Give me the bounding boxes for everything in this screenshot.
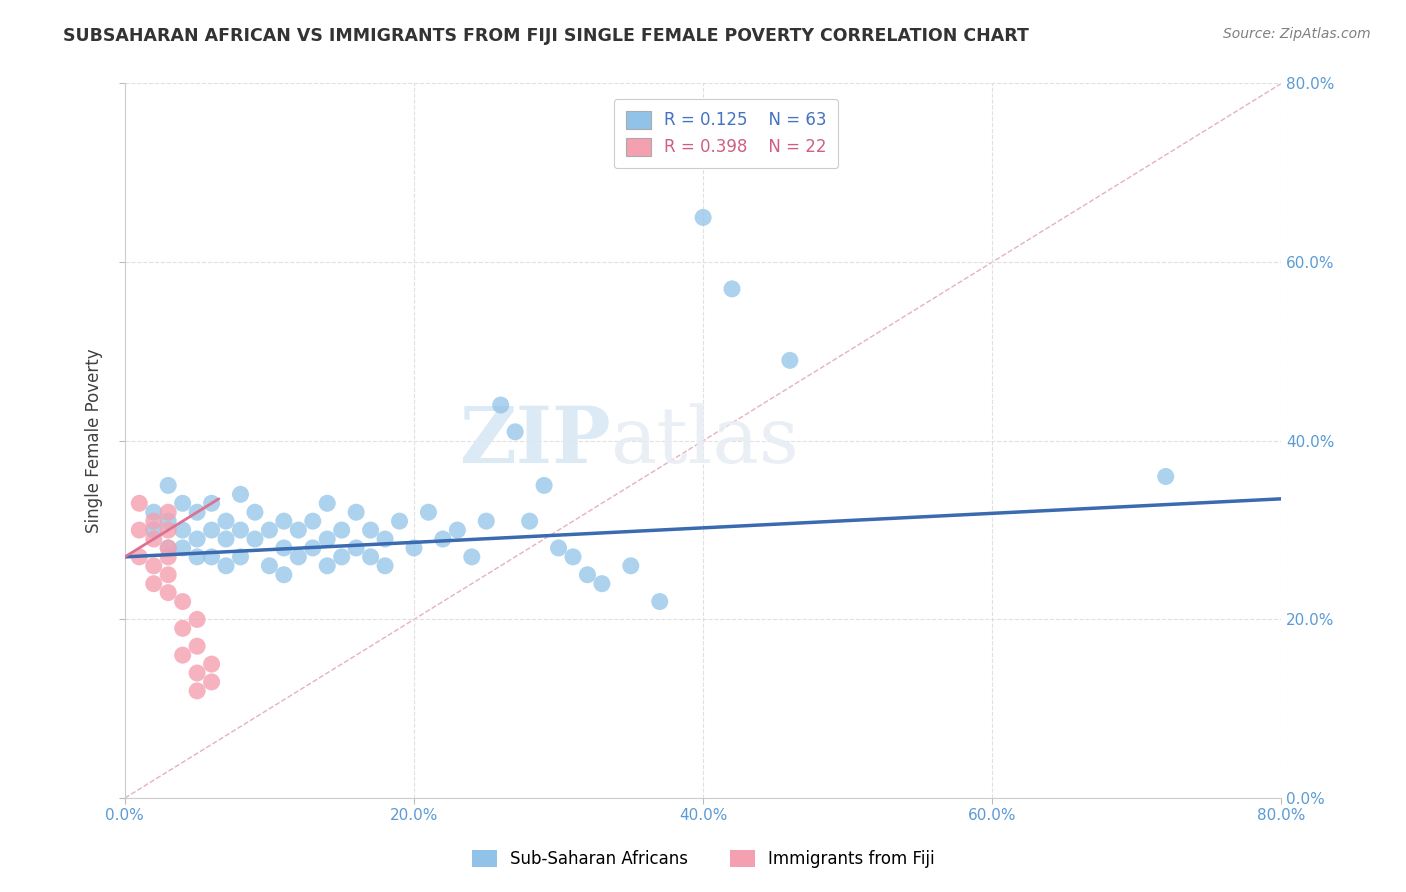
Point bbox=[273, 567, 295, 582]
Point bbox=[200, 496, 222, 510]
Point bbox=[489, 398, 512, 412]
Point bbox=[243, 532, 266, 546]
Point bbox=[186, 665, 208, 680]
Point bbox=[215, 532, 238, 546]
Legend: R = 0.125    N = 63, R = 0.398    N = 22: R = 0.125 N = 63, R = 0.398 N = 22 bbox=[614, 99, 838, 168]
Point bbox=[186, 505, 208, 519]
Point bbox=[779, 353, 801, 368]
Point bbox=[157, 478, 180, 492]
Legend: Sub-Saharan Africans, Immigrants from Fiji: Sub-Saharan Africans, Immigrants from Fi… bbox=[465, 843, 941, 875]
Point bbox=[432, 532, 454, 546]
Point bbox=[172, 648, 194, 662]
Point bbox=[287, 523, 309, 537]
Point bbox=[301, 541, 323, 555]
Point bbox=[721, 282, 744, 296]
Point bbox=[142, 505, 165, 519]
Point bbox=[157, 514, 180, 528]
Point bbox=[157, 523, 180, 537]
Point bbox=[215, 514, 238, 528]
Point bbox=[229, 487, 252, 501]
Point bbox=[547, 541, 569, 555]
Point bbox=[157, 505, 180, 519]
Point bbox=[360, 549, 382, 564]
Point bbox=[172, 496, 194, 510]
Point bbox=[157, 567, 180, 582]
Text: Source: ZipAtlas.com: Source: ZipAtlas.com bbox=[1223, 27, 1371, 41]
Text: ZIP: ZIP bbox=[458, 403, 610, 479]
Point bbox=[475, 514, 498, 528]
Point bbox=[287, 549, 309, 564]
Point bbox=[157, 541, 180, 555]
Point bbox=[316, 496, 339, 510]
Point bbox=[503, 425, 526, 439]
Point bbox=[374, 558, 396, 573]
Point bbox=[446, 523, 468, 537]
Point bbox=[273, 541, 295, 555]
Point bbox=[142, 532, 165, 546]
Point bbox=[259, 523, 281, 537]
Point bbox=[330, 523, 353, 537]
Point bbox=[418, 505, 440, 519]
Point bbox=[301, 514, 323, 528]
Point bbox=[388, 514, 411, 528]
Point bbox=[648, 594, 671, 608]
Point bbox=[200, 657, 222, 671]
Point bbox=[142, 514, 165, 528]
Point bbox=[172, 541, 194, 555]
Point bbox=[461, 549, 484, 564]
Point bbox=[344, 505, 367, 519]
Point bbox=[172, 621, 194, 635]
Point bbox=[186, 684, 208, 698]
Point bbox=[243, 505, 266, 519]
Point bbox=[186, 612, 208, 626]
Point bbox=[157, 549, 180, 564]
Point bbox=[172, 594, 194, 608]
Point bbox=[360, 523, 382, 537]
Point bbox=[533, 478, 555, 492]
Point bbox=[1154, 469, 1177, 483]
Point bbox=[142, 558, 165, 573]
Point bbox=[200, 523, 222, 537]
Point bbox=[186, 639, 208, 653]
Point bbox=[330, 549, 353, 564]
Y-axis label: Single Female Poverty: Single Female Poverty bbox=[86, 349, 103, 533]
Point bbox=[402, 541, 425, 555]
Point bbox=[316, 558, 339, 573]
Text: atlas: atlas bbox=[610, 403, 800, 479]
Point bbox=[591, 576, 613, 591]
Point bbox=[229, 549, 252, 564]
Point bbox=[172, 523, 194, 537]
Point bbox=[576, 567, 599, 582]
Point bbox=[186, 532, 208, 546]
Point bbox=[200, 549, 222, 564]
Point bbox=[142, 523, 165, 537]
Point bbox=[186, 549, 208, 564]
Point bbox=[215, 558, 238, 573]
Point bbox=[259, 558, 281, 573]
Point bbox=[519, 514, 541, 528]
Text: SUBSAHARAN AFRICAN VS IMMIGRANTS FROM FIJI SINGLE FEMALE POVERTY CORRELATION CHA: SUBSAHARAN AFRICAN VS IMMIGRANTS FROM FI… bbox=[63, 27, 1029, 45]
Point bbox=[157, 541, 180, 555]
Point bbox=[229, 523, 252, 537]
Point bbox=[316, 532, 339, 546]
Point bbox=[273, 514, 295, 528]
Point bbox=[128, 496, 150, 510]
Point bbox=[562, 549, 585, 564]
Point bbox=[620, 558, 643, 573]
Point bbox=[128, 549, 150, 564]
Point bbox=[344, 541, 367, 555]
Point bbox=[692, 211, 714, 225]
Point bbox=[128, 523, 150, 537]
Point bbox=[157, 585, 180, 599]
Point bbox=[142, 576, 165, 591]
Point bbox=[374, 532, 396, 546]
Point bbox=[200, 675, 222, 690]
